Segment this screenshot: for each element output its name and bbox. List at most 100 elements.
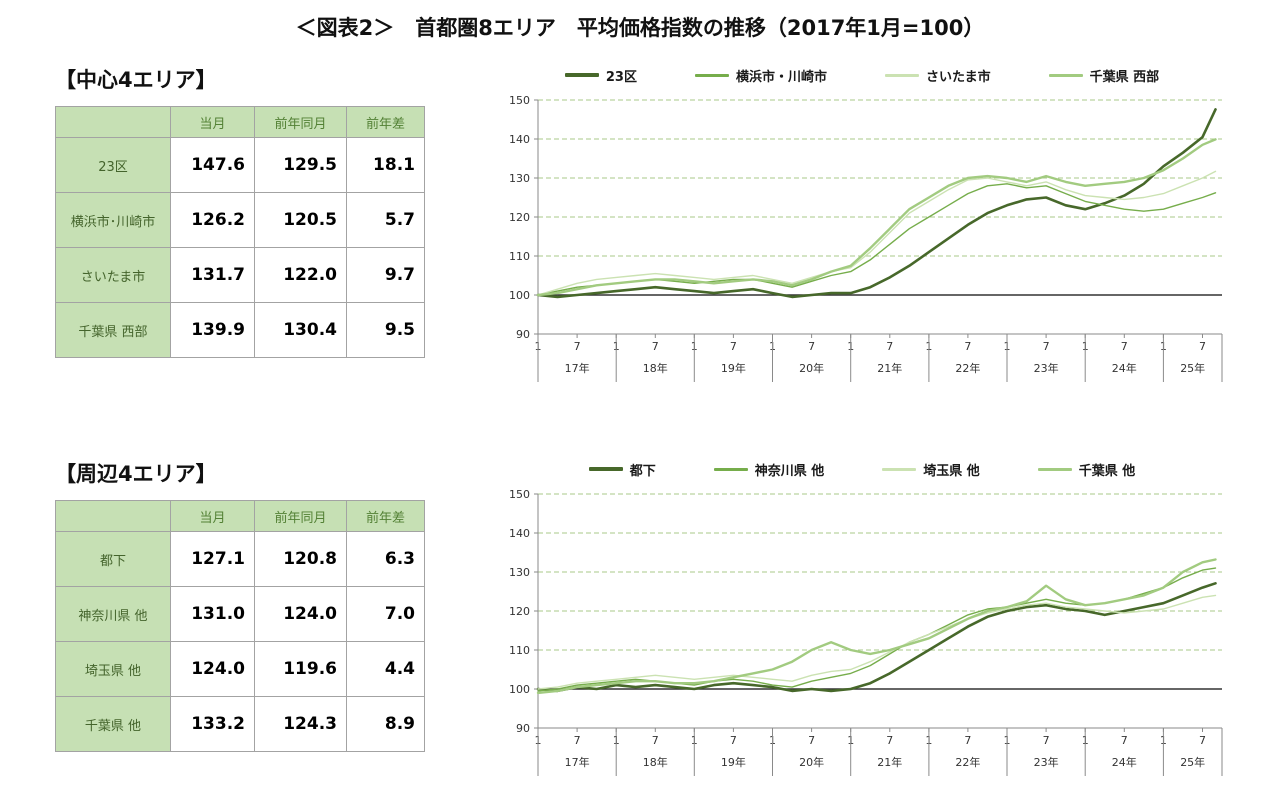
legend-label: 千葉県 西部 — [1089, 69, 1160, 85]
column-header: 前年同月 — [254, 106, 347, 138]
y-tick-label: 140 — [509, 527, 530, 540]
legend-line-swatch-icon — [1037, 467, 1072, 471]
row-label: 千葉県 西部 — [55, 302, 171, 358]
column-header: 前年差 — [346, 106, 425, 138]
row-label: 千葉県 他 — [55, 696, 171, 752]
value-cell: 6.3 — [346, 531, 425, 587]
row-label: さいたま市 — [55, 247, 171, 303]
table-corner-cell — [55, 500, 171, 532]
row-label: 横浜市･川崎市 — [55, 192, 171, 248]
year-label: 23年 — [1034, 361, 1059, 375]
x-tick-label: 7 — [808, 340, 815, 353]
y-tick-label: 110 — [509, 250, 530, 263]
legend-label: 埼玉県 他 — [923, 463, 980, 479]
chart-legend: 23区 横浜市・川崎市 さいたま市 千葉県 西部 — [496, 62, 1228, 88]
value-cell: 124.3 — [254, 696, 347, 752]
series-line — [536, 108, 1217, 299]
table-row: 横浜市･川崎市 126.2 120.5 5.7 — [55, 192, 425, 248]
x-tick-label: 7 — [1043, 734, 1050, 747]
surrounding-area-table: 当月 前年同月 前年差 都下 127.1 120.8 6.3 神奈川県 他 131.0 124.0… — [55, 500, 425, 752]
value-cell: 139.9 — [170, 302, 255, 358]
legend-line-swatch-icon — [564, 73, 599, 77]
value-cell: 129.5 — [254, 137, 347, 193]
table-row: 千葉県 他 133.2 124.3 8.9 — [55, 696, 425, 752]
legend-label: 23区 — [605, 69, 637, 85]
y-tick-label: 130 — [509, 566, 530, 579]
column-header: 前年同月 — [254, 500, 347, 532]
legend-item: 都下 — [588, 460, 656, 479]
year-label: 22年 — [955, 361, 980, 375]
year-label: 24年 — [1112, 361, 1137, 375]
y-tick-label: 150 — [509, 94, 530, 107]
y-tick-label: 120 — [509, 211, 530, 224]
year-label: 23年 — [1034, 755, 1059, 769]
section-heading-central: 【中心4エリア】 — [55, 68, 217, 92]
legend-line-swatch-icon — [694, 73, 729, 77]
value-cell: 131.7 — [170, 247, 255, 303]
chart-surrounding: 都下 神奈川県 他 埼玉県 他 千葉県 他 90 100 110 120 130 140 150 17… — [496, 456, 1228, 794]
row-label: 23区 — [55, 137, 171, 193]
value-cell: 124.0 — [170, 641, 255, 697]
table-header-row: 当月 前年同月 前年差 — [55, 500, 425, 532]
year-label: 25年 — [1180, 755, 1205, 769]
x-tick-label: 7 — [1121, 340, 1128, 353]
x-tick-label: 7 — [730, 340, 737, 353]
value-cell: 131.0 — [170, 586, 255, 642]
value-cell: 147.6 — [170, 137, 255, 193]
value-cell: 9.7 — [346, 247, 425, 303]
value-cell: 127.1 — [170, 531, 255, 587]
legend-line-swatch-icon — [588, 467, 623, 471]
year-label: 21年 — [877, 361, 902, 375]
legend-line-swatch-icon — [884, 73, 919, 77]
x-tick-label: 7 — [964, 340, 971, 353]
table-corner-cell — [55, 106, 171, 138]
value-cell: 18.1 — [346, 137, 425, 193]
x-tick-label: 7 — [652, 340, 659, 353]
series-line — [536, 558, 1217, 695]
legend-label: 神奈川県 他 — [754, 463, 825, 479]
value-cell: 122.0 — [254, 247, 347, 303]
table-row: 神奈川県 他 131.0 124.0 7.0 — [55, 586, 425, 642]
series-line — [536, 138, 1217, 297]
line-chart-svg: 9010011012013014015017171717171717171717… — [509, 488, 1223, 776]
section-heading-surrounding: 【周辺4エリア】 — [55, 462, 217, 486]
series-line — [536, 582, 1217, 693]
x-tick-label: 7 — [1199, 734, 1206, 747]
x-tick-label: 7 — [574, 340, 581, 353]
value-cell: 5.7 — [346, 192, 425, 248]
column-header: 当月 — [170, 106, 255, 138]
table-header-row: 当月 前年同月 前年差 — [55, 106, 425, 138]
value-cell: 120.8 — [254, 531, 347, 587]
year-label: 18年 — [643, 755, 668, 769]
table-row: 千葉県 西部 139.9 130.4 9.5 — [55, 302, 425, 358]
year-label: 21年 — [877, 755, 902, 769]
legend-item: 23区 — [564, 66, 637, 85]
central-area-table: 当月 前年同月 前年差 23区 147.6 129.5 18.1 横浜市･川崎市 126.2 12… — [55, 106, 425, 358]
legend-line-swatch-icon — [1048, 73, 1083, 77]
legend-label: 都下 — [629, 463, 656, 479]
year-label: 17年 — [565, 361, 590, 375]
x-tick-label: 7 — [652, 734, 659, 747]
y-tick-label: 90 — [516, 328, 530, 341]
year-label: 22年 — [955, 755, 980, 769]
x-tick-label: 7 — [1199, 340, 1206, 353]
legend-item: 神奈川県 他 — [713, 460, 825, 479]
column-header: 当月 — [170, 500, 255, 532]
legend-line-swatch-icon — [713, 467, 748, 471]
y-tick-label: 150 — [509, 488, 530, 501]
legend-line-swatch-icon — [882, 467, 917, 471]
y-tick-label: 100 — [509, 289, 530, 302]
x-tick-label: 7 — [808, 734, 815, 747]
x-tick-label: 7 — [730, 734, 737, 747]
table-row: 都下 127.1 120.8 6.3 — [55, 531, 425, 587]
x-tick-label: 7 — [1121, 734, 1128, 747]
row-label: 神奈川県 他 — [55, 586, 171, 642]
y-tick-label: 100 — [509, 683, 530, 696]
page-title: ＜図表2＞ 首都圏8エリア 平均価格指数の推移（2017年1月=100） — [295, 16, 985, 40]
year-label: 18年 — [643, 361, 668, 375]
y-tick-label: 140 — [509, 133, 530, 146]
legend-label: 千葉県 他 — [1078, 463, 1136, 479]
x-tick-label: 7 — [886, 340, 893, 353]
legend-item: さいたま市 — [884, 66, 991, 85]
x-tick-label: 7 — [886, 734, 893, 747]
